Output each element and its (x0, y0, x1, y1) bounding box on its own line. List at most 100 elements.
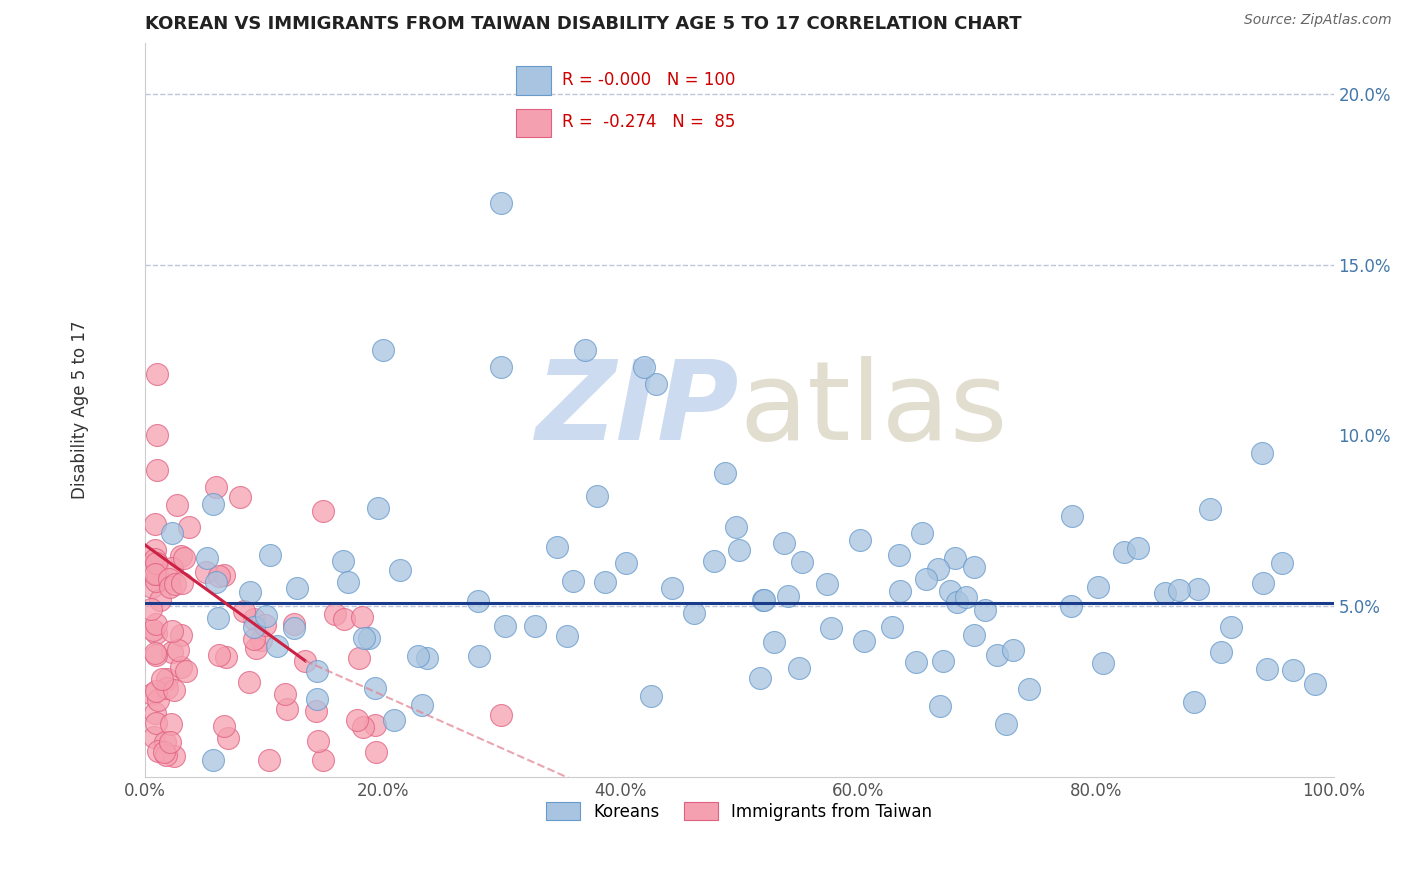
Point (208, 648, 231, 663)
Point (217, 731, 239, 745)
Point (366, 745, 388, 759)
Point (143, 517, 166, 532)
Point (406, 648, 429, 663)
Point (955, 590, 977, 604)
Point (1209, 645, 1232, 659)
Point (523, 619, 546, 633)
Point (165, 577, 187, 591)
Point (574, 343, 596, 358)
Point (1256, 662, 1278, 676)
Point (938, 583, 960, 598)
Point (963, 628, 986, 642)
Point (159, 580, 181, 594)
Point (307, 665, 329, 679)
Point (932, 654, 955, 668)
Point (273, 686, 295, 700)
Point (586, 489, 609, 503)
Point (346, 713, 368, 727)
Point (986, 648, 1008, 663)
Point (160, 645, 183, 659)
Point (145, 462, 167, 476)
Point (754, 592, 776, 607)
Point (145, 574, 167, 589)
Point (815, 577, 838, 591)
Point (853, 634, 876, 648)
Point (353, 632, 375, 646)
Point (212, 719, 235, 733)
Point (337, 575, 360, 590)
Point (179, 520, 201, 534)
Point (467, 648, 489, 663)
Point (146, 744, 169, 758)
Point (1112, 544, 1135, 558)
Point (1153, 586, 1175, 600)
Point (163, 749, 186, 764)
Point (333, 612, 356, 626)
Text: Source: ZipAtlas.com: Source: ZipAtlas.com (1244, 13, 1392, 28)
Point (772, 536, 794, 550)
Point (145, 428, 167, 442)
Point (389, 563, 412, 577)
Point (911, 526, 934, 541)
Point (367, 501, 389, 516)
Point (661, 581, 683, 595)
Text: atlas: atlas (740, 357, 1008, 463)
Point (645, 377, 668, 392)
Point (357, 631, 380, 645)
Point (778, 589, 800, 603)
Text: ZIP: ZIP (536, 357, 740, 463)
Point (239, 584, 262, 599)
Point (905, 656, 928, 670)
Point (143, 552, 166, 566)
Point (294, 654, 316, 668)
Point (146, 567, 169, 582)
Point (820, 621, 842, 635)
Point (561, 574, 583, 588)
Point (146, 556, 169, 570)
Point (683, 607, 706, 621)
Point (1187, 582, 1209, 596)
Point (174, 664, 197, 678)
Point (149, 593, 172, 607)
Point (880, 620, 903, 634)
Legend: Koreans, Immigrants from Taiwan: Koreans, Immigrants from Taiwan (540, 796, 939, 827)
Point (156, 681, 179, 696)
Point (640, 690, 662, 704)
Point (849, 533, 872, 547)
Point (491, 360, 513, 375)
Point (145, 556, 167, 570)
Point (214, 568, 236, 582)
Point (714, 466, 737, 480)
Point (555, 629, 578, 643)
Point (363, 681, 385, 695)
Point (305, 704, 328, 718)
Point (352, 609, 374, 624)
Point (614, 556, 637, 570)
Point (416, 651, 439, 665)
Point (243, 632, 266, 646)
Point (792, 555, 814, 569)
Point (153, 735, 176, 749)
Point (312, 503, 335, 517)
Text: KOREAN VS IMMIGRANTS FROM TAIWAN DISABILITY AGE 5 TO 17 CORRELATION CHART: KOREAN VS IMMIGRANTS FROM TAIWAN DISABIL… (145, 15, 1021, 33)
Point (762, 634, 785, 648)
Point (160, 624, 183, 638)
Point (927, 561, 949, 575)
Point (159, 735, 181, 749)
Point (233, 604, 256, 618)
Point (160, 561, 183, 575)
Point (323, 607, 346, 621)
Point (724, 519, 747, 533)
Point (1303, 677, 1326, 691)
Point (1018, 681, 1040, 696)
Point (1168, 583, 1191, 598)
Point (371, 343, 394, 358)
Point (141, 602, 163, 616)
Point (141, 580, 163, 594)
Point (283, 621, 305, 635)
Point (205, 574, 228, 589)
Point (382, 713, 405, 727)
Point (276, 701, 298, 715)
Point (208, 569, 231, 583)
Point (145, 367, 167, 381)
